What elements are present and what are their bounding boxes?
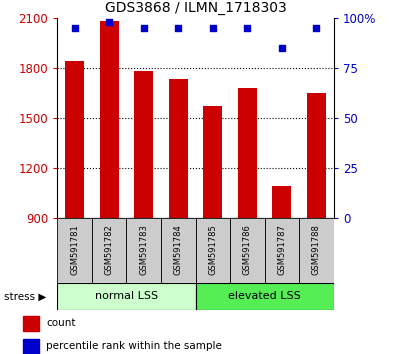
- FancyBboxPatch shape: [126, 218, 161, 283]
- Text: stress ▶: stress ▶: [4, 291, 46, 302]
- Text: percentile rank within the sample: percentile rank within the sample: [46, 342, 222, 352]
- Bar: [23, 316, 39, 331]
- Bar: [100, 21, 118, 218]
- Text: count: count: [46, 319, 75, 329]
- Point: [210, 25, 216, 30]
- Text: GSM591787: GSM591787: [277, 224, 286, 275]
- FancyBboxPatch shape: [265, 218, 299, 283]
- Point: [175, 25, 181, 30]
- Bar: [134, 71, 153, 218]
- Bar: [169, 79, 188, 218]
- Point: [71, 25, 78, 30]
- Point: [106, 19, 112, 24]
- FancyBboxPatch shape: [196, 218, 230, 283]
- FancyBboxPatch shape: [196, 283, 334, 310]
- Title: GDS3868 / ILMN_1718303: GDS3868 / ILMN_1718303: [105, 1, 286, 15]
- Text: GSM591788: GSM591788: [312, 224, 321, 275]
- Text: GSM591786: GSM591786: [243, 224, 252, 275]
- FancyBboxPatch shape: [57, 283, 196, 310]
- FancyBboxPatch shape: [57, 218, 92, 283]
- Text: GSM591782: GSM591782: [105, 224, 114, 274]
- Text: elevated LSS: elevated LSS: [228, 291, 301, 302]
- FancyBboxPatch shape: [92, 218, 126, 283]
- Text: GSM591785: GSM591785: [208, 224, 217, 274]
- Point: [141, 25, 147, 30]
- Point: [244, 25, 250, 30]
- Bar: [273, 186, 292, 218]
- Point: [279, 45, 285, 51]
- FancyBboxPatch shape: [299, 218, 334, 283]
- Text: normal LSS: normal LSS: [95, 291, 158, 302]
- Text: GSM591781: GSM591781: [70, 224, 79, 274]
- Bar: [307, 93, 326, 218]
- Point: [313, 25, 320, 30]
- FancyBboxPatch shape: [161, 218, 196, 283]
- Bar: [23, 339, 39, 354]
- Bar: [238, 88, 257, 218]
- Bar: [203, 106, 222, 218]
- FancyBboxPatch shape: [230, 218, 265, 283]
- Text: GSM591784: GSM591784: [174, 224, 183, 274]
- Text: GSM591783: GSM591783: [139, 224, 148, 275]
- Bar: [65, 61, 84, 218]
